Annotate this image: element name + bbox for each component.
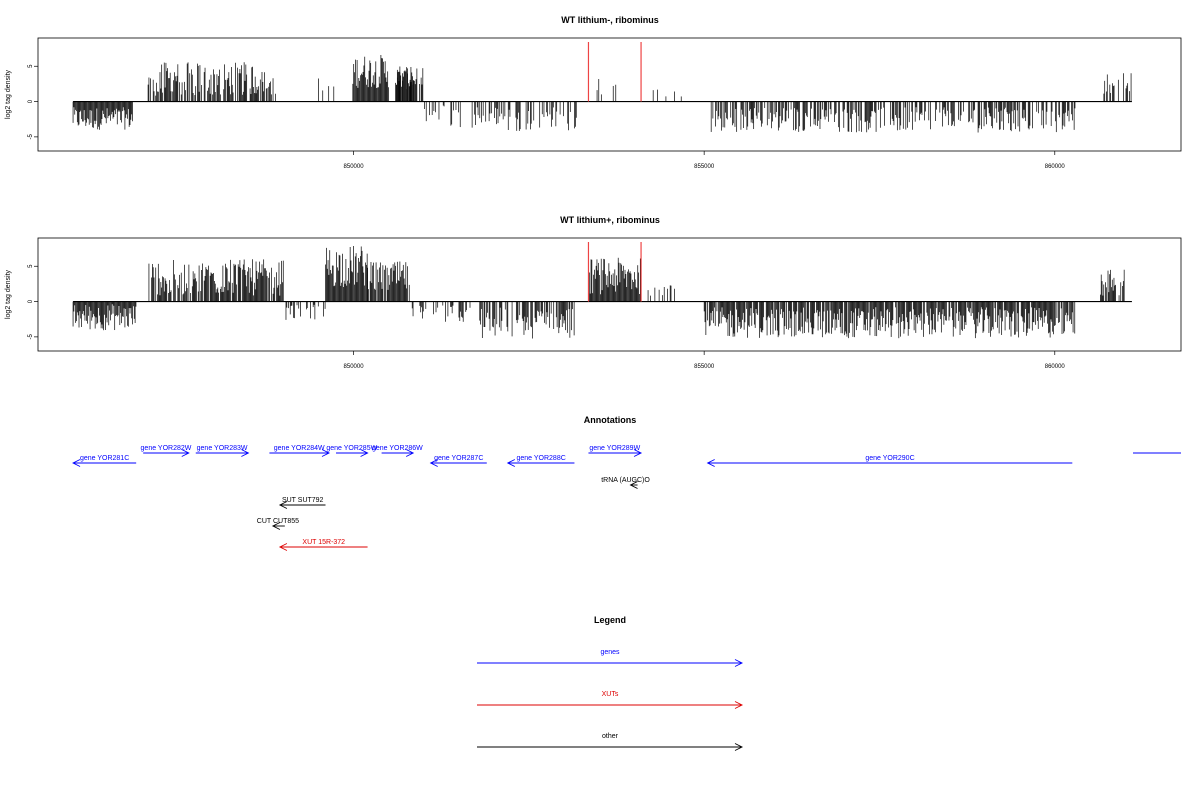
- y-tick-label: -5: [28, 334, 34, 340]
- legend-item: genes: [477, 649, 744, 667]
- feature-label: tRNA (AUGC)O: [601, 477, 650, 484]
- legend: Legend genes XUTs other: [477, 615, 744, 751]
- plot-frame: [37, 37, 1182, 152]
- feature-label: CUT CUT855: [257, 518, 299, 525]
- y-tick-label: 0: [28, 299, 34, 303]
- arrowhead-right: [321, 449, 331, 457]
- annotation-feature: tRNA (AUGC)O: [601, 477, 650, 489]
- annotations-title: Annotations: [584, 415, 637, 425]
- coverage-panel-lithium-plus: WT lithium+, ribominus log2 tag density 5…: [5, 215, 1182, 370]
- coverage-panel-lithium-minus: WT lithium-, ribominus log2 tag density 5…: [5, 15, 1182, 170]
- arrowhead-left: [506, 459, 516, 467]
- feature-label: gene YOR283W: [197, 445, 248, 452]
- feature-label: gene YOR282W: [141, 445, 192, 452]
- annotation-feature: gene YOR290C: [706, 455, 1073, 467]
- x-tick-label: 855000: [694, 164, 715, 170]
- arrowhead-right: [405, 449, 415, 457]
- y-tick-label: -5: [28, 134, 34, 140]
- legend-item: other: [477, 733, 744, 751]
- annotation-feature: gene YOR282W: [141, 445, 192, 457]
- arrowhead-left: [629, 481, 638, 489]
- x-tick-label: 850000: [344, 364, 365, 370]
- annotation-feature: gene YOR289W: [588, 445, 643, 457]
- y-axis-label: log2 tag density: [5, 269, 12, 319]
- annotation-feature: gene YOR284W: [269, 445, 331, 457]
- arrowhead-left: [72, 459, 81, 467]
- arrowhead-left: [278, 543, 288, 551]
- arrowhead-right: [241, 449, 250, 457]
- plot-frame: [37, 237, 1182, 352]
- annotation-feature: gene YOR287C: [429, 455, 487, 467]
- y-tick-label: 5: [28, 264, 34, 268]
- legend-item: XUTs: [477, 691, 744, 709]
- feature-label: gene YOR289W: [589, 445, 640, 452]
- legend-label: genes: [600, 649, 620, 656]
- annotation-feature: gene YOR283W: [195, 445, 250, 457]
- annotation-feature: CUT CUT855: [257, 518, 299, 530]
- chart-title: WT lithium+, ribominus: [560, 215, 660, 225]
- arrowhead-right: [734, 743, 744, 751]
- arrowhead-left: [706, 459, 715, 467]
- annotation-feature: SUT SUT792: [278, 497, 326, 509]
- feature-label: gene YOR288C: [516, 455, 565, 462]
- arrowhead-right: [734, 659, 744, 667]
- coverage-bars: [72, 245, 1125, 339]
- x-tick-label: 860000: [1045, 364, 1066, 370]
- arrowhead-right: [181, 449, 190, 457]
- coverage-bars: [72, 55, 1132, 133]
- feature-label: SUT SUT792: [282, 497, 324, 504]
- annotation-feature: XUT 15R-372: [278, 539, 368, 551]
- arrowhead-right: [360, 449, 369, 457]
- annotations-track: Annotations gene YOR281C gene YOR282W gene…: [72, 415, 1181, 551]
- feature-label: gene YOR285W: [326, 445, 377, 452]
- arrowhead-left: [271, 522, 281, 530]
- annotation-feature: gene YOR281C: [72, 455, 137, 467]
- legend-title: Legend: [594, 615, 626, 625]
- y-tick-label: 5: [28, 64, 34, 68]
- x-tick-label: 855000: [694, 364, 715, 370]
- annotation-feature: gene YOR288C: [506, 455, 575, 467]
- chart-title: WT lithium-, ribominus: [561, 15, 659, 25]
- x-tick-label: 860000: [1045, 164, 1066, 170]
- legend-label: XUTs: [602, 691, 619, 698]
- feature-label: gene YOR281C: [80, 455, 129, 462]
- arrowhead-left: [429, 459, 438, 467]
- y-tick-label: 0: [28, 99, 34, 103]
- y-axis-label: log2 tag density: [5, 69, 12, 119]
- feature-label: XUT 15R-372: [302, 539, 345, 546]
- annotation-feature: gene YOR285W: [326, 445, 378, 457]
- feature-label: gene YOR290C: [865, 455, 914, 462]
- feature-label: gene YOR287C: [434, 455, 483, 462]
- feature-label: gene YOR286W: [372, 445, 423, 452]
- annotation-feature: gene YOR286W: [372, 445, 423, 457]
- arrowhead-right: [633, 449, 643, 457]
- arrowhead-right: [734, 701, 744, 709]
- arrowhead-left: [278, 501, 288, 509]
- x-tick-label: 850000: [344, 164, 365, 170]
- feature-label: gene YOR284W: [274, 445, 325, 452]
- legend-label: other: [602, 733, 619, 740]
